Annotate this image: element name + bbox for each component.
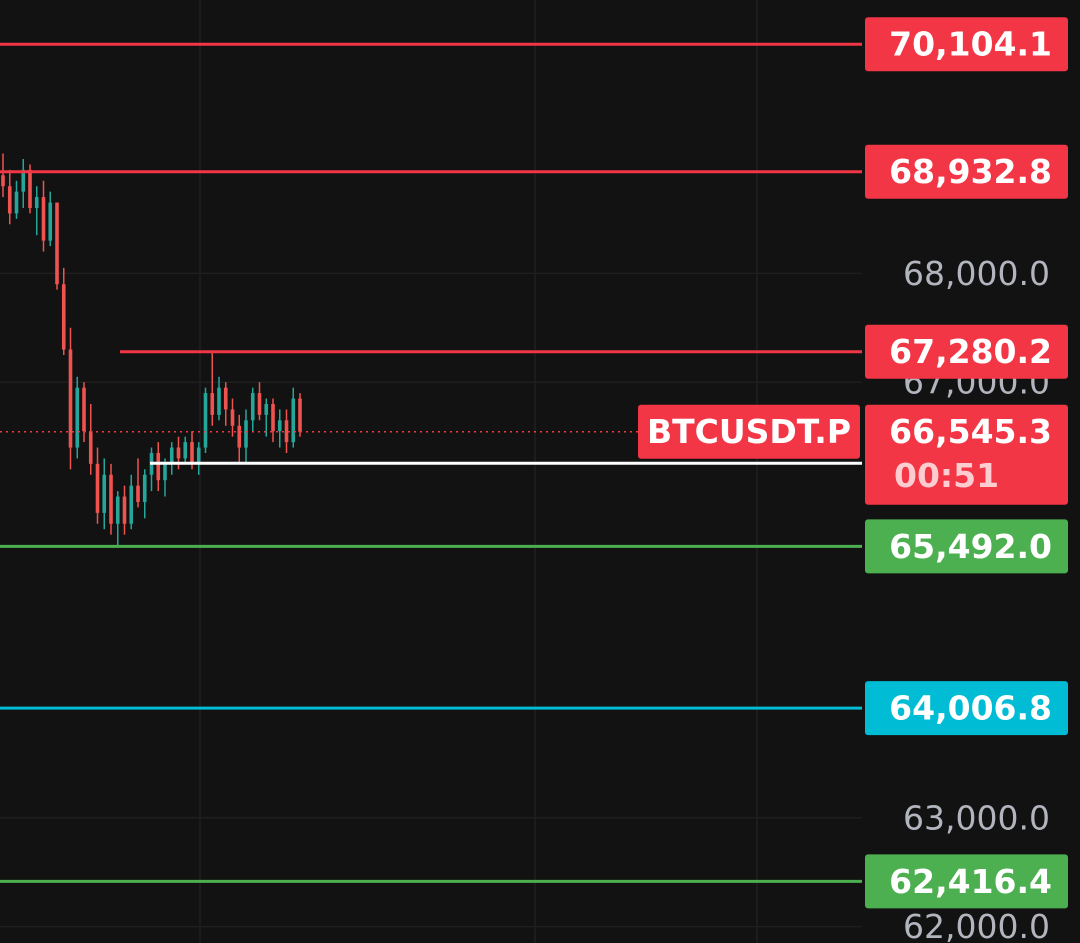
candle-body [163, 463, 167, 481]
candle-body [102, 474, 107, 513]
candle-body [28, 169, 32, 208]
candle-body [115, 496, 120, 524]
price-label-box [865, 404, 1068, 505]
candle-body [257, 393, 262, 415]
candle-body [82, 387, 86, 432]
candle-body [129, 485, 134, 524]
candle-body [203, 393, 208, 448]
candle-body [14, 191, 19, 214]
candle-body [61, 284, 66, 350]
candle-body [277, 420, 282, 432]
candle-body [196, 447, 201, 464]
candle-body [21, 169, 26, 192]
candle-body [48, 202, 53, 241]
level-label: 68,932.8 [889, 152, 1052, 191]
level-label: 62,416.4 [889, 862, 1052, 901]
candle-body [237, 425, 242, 448]
candle-body [264, 403, 269, 415]
candle-body [55, 202, 59, 285]
candle-body [230, 409, 235, 426]
candle-body [7, 186, 12, 214]
candle-body [284, 420, 289, 443]
level-label-box [865, 17, 1068, 72]
candle-body [217, 387, 221, 415]
y-tick-label: 62,000.0 [903, 907, 1050, 943]
level-label-box [865, 681, 1068, 736]
level-label-box [865, 324, 1068, 379]
candle-body [88, 431, 93, 464]
y-tick-label: 63,000.0 [903, 798, 1050, 837]
candle-body [68, 349, 73, 448]
candle-body [250, 393, 255, 421]
time-grid [199, 0, 758, 943]
candle-body [34, 197, 39, 208]
candle-body [291, 398, 296, 443]
candle-body [122, 496, 127, 524]
candle-body [210, 393, 215, 415]
symbol-label: BTCUSDT.P [647, 412, 851, 451]
candle-body [75, 387, 80, 448]
candle-body [223, 387, 228, 410]
level-label-box [865, 854, 1068, 909]
candle-body [298, 398, 302, 432]
candle-body [1, 175, 5, 187]
level-label: 70,104.1 [889, 25, 1052, 64]
candle-body [176, 447, 181, 459]
price-label: 66,545.3 [889, 412, 1052, 451]
candle-body [95, 463, 100, 513]
candle-body [136, 485, 140, 502]
symbol-box [638, 404, 860, 459]
candle-body [156, 452, 161, 481]
candle-body [169, 447, 174, 464]
level-label-box [865, 144, 1068, 199]
candle-body [271, 403, 275, 432]
level-label: 67,280.2 [889, 332, 1052, 371]
candle-body [41, 197, 46, 241]
candle-body [190, 442, 194, 464]
candle-body [183, 442, 188, 459]
level-label-box [865, 519, 1068, 574]
candle-body [244, 420, 248, 448]
countdown: 00:51 [894, 456, 999, 495]
level-label: 64,006.8 [889, 689, 1052, 728]
level-label: 65,492.0 [889, 527, 1052, 566]
y-tick-label: 68,000.0 [903, 254, 1050, 293]
candle-body [142, 474, 147, 502]
candle-body [109, 474, 113, 524]
